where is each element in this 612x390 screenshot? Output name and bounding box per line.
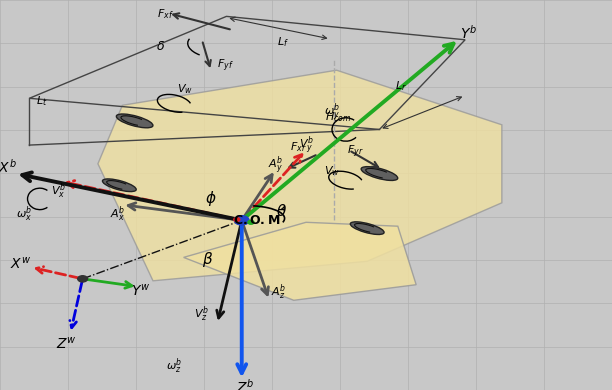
Text: $X^w$: $X^w$ xyxy=(10,255,31,271)
Text: $\theta$: $\theta$ xyxy=(276,203,287,220)
Text: $Y^b$: $Y^b$ xyxy=(460,24,477,42)
Text: $V_w$: $V_w$ xyxy=(177,82,193,96)
Text: $A^b_y$: $A^b_y$ xyxy=(267,155,283,177)
Circle shape xyxy=(78,276,88,282)
Ellipse shape xyxy=(102,179,136,191)
Text: $F_{xr}$: $F_{xr}$ xyxy=(290,140,307,154)
Text: $F_{yr}$: $F_{yr}$ xyxy=(346,143,364,160)
Text: $\beta$: $\beta$ xyxy=(203,250,214,269)
Circle shape xyxy=(248,220,254,224)
Text: $A^b_x$: $A^b_x$ xyxy=(110,205,126,224)
Text: $\phi$: $\phi$ xyxy=(206,190,217,208)
Text: $A^b_z$: $A^b_z$ xyxy=(271,283,286,302)
Polygon shape xyxy=(98,70,502,281)
Ellipse shape xyxy=(350,222,384,234)
Text: $H_{com}$: $H_{com}$ xyxy=(325,110,352,124)
Polygon shape xyxy=(184,222,416,300)
Text: $L_f$: $L_f$ xyxy=(277,35,289,49)
Text: $\delta$: $\delta$ xyxy=(157,39,165,53)
Text: $F_{xf}$: $F_{xf}$ xyxy=(157,7,174,21)
Text: $V^b_y$: $V^b_y$ xyxy=(299,135,313,157)
Text: $V^b_x$: $V^b_x$ xyxy=(51,181,65,201)
Text: $Z^w$: $Z^w$ xyxy=(56,336,76,352)
Ellipse shape xyxy=(361,167,398,181)
Text: $Z^b$: $Z^b$ xyxy=(236,378,254,390)
Text: $\bf{C.O.M}$: $\bf{C.O.M}$ xyxy=(233,214,281,227)
Text: $X^b$: $X^b$ xyxy=(0,158,17,176)
Text: $L_t$: $L_t$ xyxy=(36,94,47,108)
Text: $L_r$: $L_r$ xyxy=(395,80,407,94)
Text: $Y^w$: $Y^w$ xyxy=(131,282,151,299)
Circle shape xyxy=(234,218,240,222)
Text: $\omega^b_x$: $\omega^b_x$ xyxy=(17,204,32,223)
Text: $\omega^b_z$: $\omega^b_z$ xyxy=(166,356,182,376)
Text: $V^b_z$: $V^b_z$ xyxy=(195,304,209,324)
Text: $\omega^b_y$: $\omega^b_y$ xyxy=(324,102,340,124)
Circle shape xyxy=(234,216,249,225)
Text: $F_{yf}$: $F_{yf}$ xyxy=(217,57,234,74)
Ellipse shape xyxy=(116,114,153,128)
Text: $V_w$: $V_w$ xyxy=(324,165,340,179)
